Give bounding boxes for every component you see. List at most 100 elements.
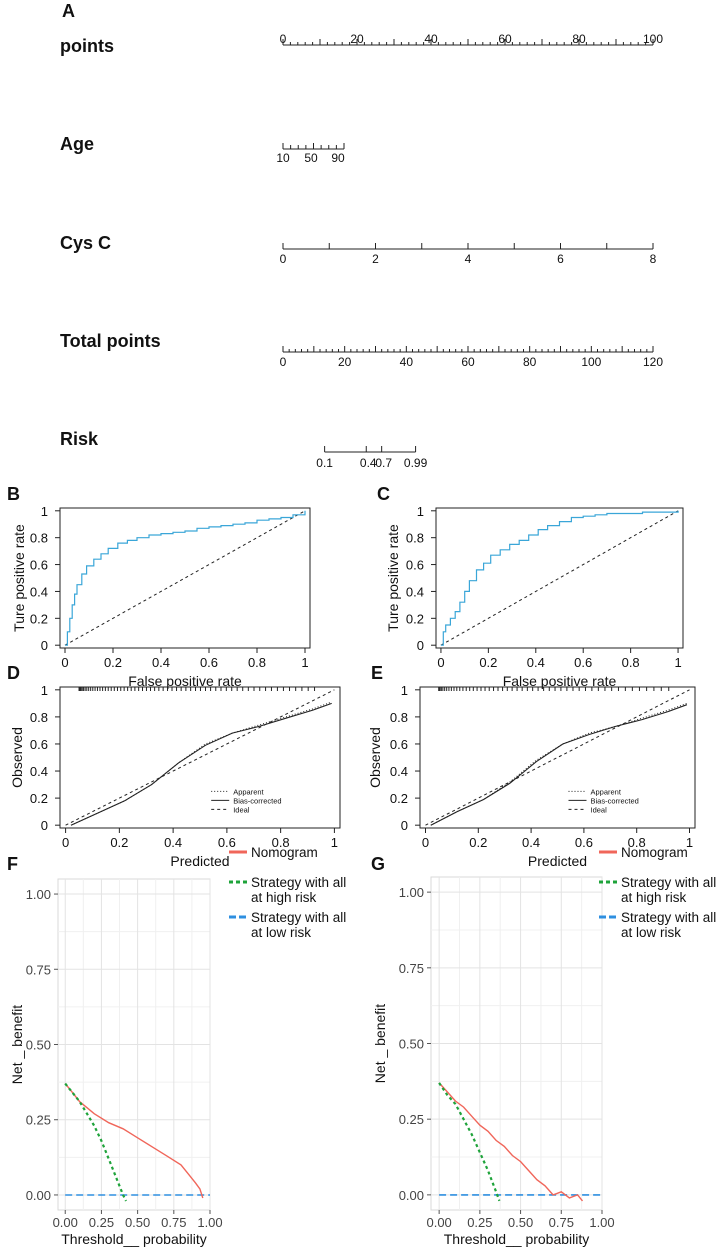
nomogram-tick-label: 6 <box>557 252 564 266</box>
y-tick-label: 0 <box>41 638 48 653</box>
nomogram-tick-label: 0 <box>280 32 287 46</box>
x-tick-label: 1.00 <box>197 1215 222 1230</box>
x-tick-label: 0.4 <box>164 835 182 850</box>
x-tick-label: 0.2 <box>104 655 122 670</box>
nomogram-tick-label: 10 <box>276 151 290 165</box>
nomogram-tick-label: 0.7 <box>375 456 392 470</box>
legend-label: Strategy with all <box>251 875 346 890</box>
y-tick-label: 1 <box>41 504 48 519</box>
bias-corrected-line <box>430 704 688 826</box>
apparent-line <box>70 701 332 826</box>
nomogram-row-label: Risk <box>60 429 99 449</box>
x-axis-label: False positive rate <box>503 673 617 689</box>
panel-label-D: D <box>7 663 20 683</box>
x-tick-label: 0.25 <box>467 1215 492 1230</box>
legend-label: Bias-corrected <box>233 796 281 805</box>
x-tick-label: 0 <box>62 835 69 850</box>
y-tick-label: 0.8 <box>30 531 48 546</box>
x-axis-label: Predicted <box>528 853 587 869</box>
x-tick-label: 0.75 <box>549 1215 574 1230</box>
y-tick-label: 0.4 <box>406 584 424 599</box>
y-axis-label: Ture positive rate <box>11 524 27 632</box>
plot-d: 0 0.2 0.4 0.6 0.8 1 0 0.2 0.4 0.6 0.8 1 Predicted Obs… <box>9 683 341 869</box>
nomogram-tick-label: 60 <box>498 32 512 46</box>
x-tick-label: 0.6 <box>200 655 218 670</box>
legend-label: Bias-corrected <box>591 796 639 805</box>
plot-frame <box>59 507 311 649</box>
y-tick-label: 0.6 <box>30 737 48 752</box>
y-tick-label: 0.2 <box>30 611 48 626</box>
nomogram-net-benefit-line <box>438 1082 584 1202</box>
y-tick-label: 1.00 <box>399 885 424 900</box>
bias-corrected-line <box>70 702 332 826</box>
high-risk-strategy-line <box>64 1082 127 1202</box>
y-tick-label: 0.2 <box>30 791 48 806</box>
x-tick-label: 0.2 <box>469 835 487 850</box>
ideal-line <box>65 689 335 826</box>
x-axis-label: Threshold__ probability <box>61 1231 207 1247</box>
y-tick-label: 0.75 <box>26 962 51 977</box>
nomogram-tick-label: 80 <box>523 355 537 369</box>
legend-label: Ideal <box>591 805 608 814</box>
panel-label-B: B <box>7 484 20 504</box>
nomogram-tick-label: 40 <box>424 32 438 46</box>
y-tick-label: 0.8 <box>406 531 424 546</box>
y-tick-label: 1 <box>41 683 48 698</box>
y-tick-label: 0.6 <box>390 737 408 752</box>
nomogram-tick-label: 120 <box>643 355 663 369</box>
x-tick-label: 0.00 <box>53 1215 78 1230</box>
roc-curve <box>65 510 306 646</box>
y-tick-label: 0.50 <box>399 1037 424 1052</box>
legend-label: Nomogram <box>251 845 318 860</box>
x-tick-label: 0.6 <box>575 835 593 850</box>
x-axis-label: Predicted <box>170 853 229 869</box>
x-tick-label: 0.2 <box>479 655 497 670</box>
x-tick-label: 0 <box>422 835 429 850</box>
nomogram-row-label: Cys C <box>60 233 111 253</box>
x-tick-label: 0.8 <box>622 655 640 670</box>
y-tick-label: 0.6 <box>30 558 48 573</box>
legend-label: Strategy with all <box>621 910 716 925</box>
legend-label: at low risk <box>251 925 311 940</box>
legend-label: at high risk <box>251 890 317 905</box>
panel-label-E: E <box>371 663 383 683</box>
y-tick-label: 0.25 <box>399 1112 424 1127</box>
nomogram-tick-label: 80 <box>572 32 586 46</box>
panel-label-F: F <box>7 854 18 874</box>
nomogram-tick-label: 2 <box>372 252 379 266</box>
nomogram-tick-label: 8 <box>650 252 657 266</box>
apparent-line <box>430 702 688 826</box>
y-tick-label: 0 <box>417 638 424 653</box>
nomogram-tick-label: 100 <box>581 355 601 369</box>
y-tick-label: 1 <box>417 504 424 519</box>
panel-label-C: C <box>377 484 390 504</box>
nomogram-tick-label: 40 <box>400 355 414 369</box>
nomogram-tick-label: 0.1 <box>316 456 333 470</box>
panel-label-G: G <box>371 854 385 874</box>
nomogram-tick-label: 4 <box>465 252 472 266</box>
nomogram-tick-label: 20 <box>350 32 364 46</box>
x-tick-label: 1.00 <box>589 1215 614 1230</box>
plot-c: 0 0.2 0.4 0.6 0.8 1 0 0.2 0.4 0.6 0.8 1 False positi… <box>385 504 684 689</box>
nomogram-tick-label: 0.99 <box>404 456 428 470</box>
y-tick-label: 1 <box>401 683 408 698</box>
y-tick-label: 0.8 <box>30 710 48 725</box>
y-tick-label: 0.50 <box>26 1038 51 1053</box>
nomogram-tick-label: 100 <box>643 32 663 46</box>
x-tick-label: 1 <box>301 655 308 670</box>
y-tick-label: 0.00 <box>26 1188 51 1203</box>
nomogram-tick-label: 0 <box>280 252 287 266</box>
nomogram-tick-label: 0 <box>280 355 287 369</box>
x-tick-label: 0.50 <box>125 1215 150 1230</box>
ideal-line <box>425 689 690 826</box>
x-tick-label: 1 <box>331 835 338 850</box>
legend-label: Strategy with all <box>251 910 346 925</box>
y-axis-label: Observed <box>367 727 383 788</box>
y-axis-label: Observed <box>9 727 25 788</box>
x-tick-label: 0 <box>437 655 444 670</box>
roc-curve <box>440 510 679 646</box>
x-tick-label: 0.50 <box>508 1215 533 1230</box>
y-axis-label: Net _ benefit <box>372 1004 388 1083</box>
